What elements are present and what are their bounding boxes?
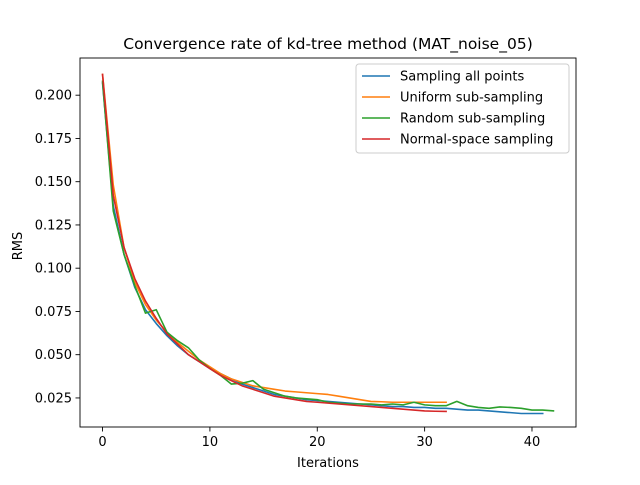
legend: Sampling all points Uniform sub-sampling R…: [355, 63, 570, 154]
chart-title: Convergence rate of kd-tree method (MAT_…: [123, 35, 533, 54]
legend-items: Sampling all points Uniform sub-sampling R…: [362, 70, 553, 148]
x-tick-label: 20: [309, 435, 326, 450]
x-tick-label: 40: [524, 435, 541, 450]
axes-frame: [79, 57, 577, 428]
series-line-4: [101, 73, 447, 413]
legend-label: Sampling all points: [400, 70, 524, 85]
x-tick-label: 30: [416, 435, 433, 450]
x-tick-label: 10: [202, 435, 219, 450]
series-line-3: [101, 80, 555, 412]
series-group: [101, 73, 555, 415]
axes-layer: 0 10 20 30 40 0.025 0.050 0.075 0.100 0.125 0.150 0…: [35, 57, 577, 450]
y-axis-label: RMS: [11, 232, 26, 261]
y-tick-label: 0.100: [35, 262, 72, 277]
y-tick-label: 0.050: [35, 348, 72, 363]
x-tick-label: 0: [98, 435, 106, 450]
x-axis-label: Iterations: [297, 456, 359, 471]
y-tick-label: 0.025: [35, 391, 72, 406]
legend-label: Uniform sub-sampling: [400, 91, 543, 106]
y-tick-label: 0.175: [35, 132, 72, 147]
y-tick-label: 0.125: [35, 218, 72, 233]
y-tick-label: 0.200: [35, 89, 72, 104]
legend-label: Normal-space sampling: [400, 133, 553, 148]
legend-frame: [355, 63, 570, 154]
plot-layer: [101, 73, 555, 415]
y-tick-label: 0.150: [35, 175, 72, 190]
legend-label: Random sub-sampling: [400, 112, 545, 127]
y-tick-label: 0.075: [35, 305, 72, 320]
